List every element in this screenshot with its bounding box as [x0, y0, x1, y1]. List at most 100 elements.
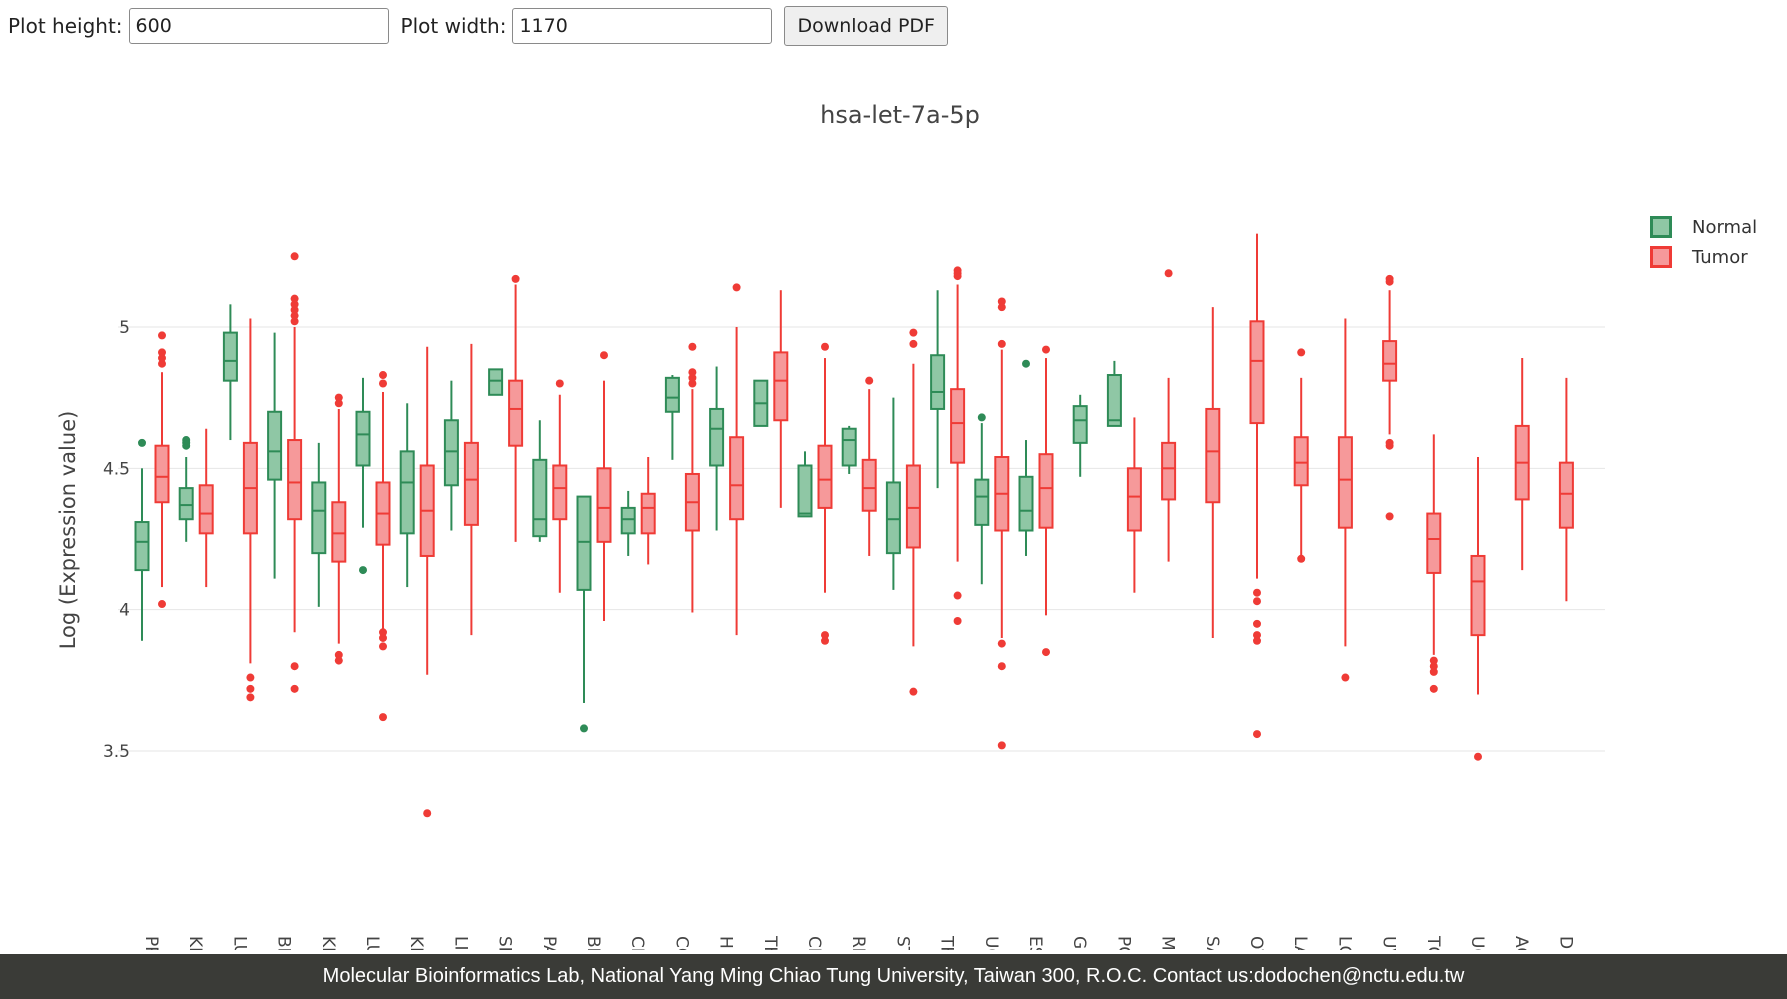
legend: Normal Tumor — [1650, 212, 1757, 272]
box-tumor-dlbc — [1558, 377, 1574, 602]
outlier-point — [688, 342, 697, 351]
box-tumor-chol — [640, 457, 656, 565]
outlier-point — [379, 371, 387, 380]
y-tick-label: 4.5 — [103, 459, 130, 479]
box-tumor-lihc — [463, 343, 479, 636]
box-iqr — [1126, 467, 1142, 532]
outlier-point — [1042, 648, 1050, 657]
box-normal-lusc — [355, 377, 371, 575]
box-iqr — [664, 376, 680, 413]
x-tick-label: PCPG — [1113, 936, 1133, 950]
outlier-point — [732, 283, 741, 292]
box-tumor-sarc — [1205, 307, 1221, 638]
legend-item-normal[interactable]: Normal — [1650, 212, 1757, 242]
x-tick-label: TGCT — [1423, 935, 1443, 950]
outlier-point — [997, 297, 1006, 306]
x-tick-label: BRCA — [274, 936, 294, 950]
x-tick-label: KIRC — [406, 936, 426, 950]
outlier-point — [953, 591, 962, 600]
outlier-point — [1429, 662, 1438, 671]
outlier-point — [1042, 345, 1050, 354]
box-tumor-laml — [1293, 348, 1309, 563]
box-tumor-hnsc — [729, 283, 745, 636]
box-normal-esca — [1018, 359, 1034, 556]
box-normal-coad — [664, 375, 680, 460]
box-tumor-ov — [1249, 233, 1265, 739]
outlier-point — [977, 413, 986, 422]
outlier-point — [290, 684, 299, 693]
box-iqr — [532, 458, 548, 538]
box-iqr — [488, 368, 504, 396]
outlier-point — [158, 348, 166, 357]
outlier-point — [1253, 636, 1261, 645]
outlier-point — [1429, 684, 1438, 693]
box-normal-pcpg — [1106, 360, 1122, 427]
box-iqr — [620, 506, 636, 535]
box-iqr — [311, 481, 327, 555]
x-tick-label: CESC — [804, 936, 824, 950]
box-iqr — [729, 436, 745, 521]
outlier-point — [1385, 512, 1394, 521]
outlier-point — [379, 642, 387, 651]
plot-height-input[interactable] — [128, 8, 389, 44]
y-ticks: 3.5 4 4.5 5 — [103, 318, 130, 762]
box-iqr — [817, 444, 833, 509]
box-tumor-paad — [552, 379, 568, 593]
box-tumor-kirp — [331, 393, 347, 665]
x-tick-label: ACC — [1511, 936, 1531, 950]
box-tumor-blca — [596, 351, 612, 621]
outlier-point — [1297, 554, 1306, 563]
outlier-point — [821, 342, 829, 351]
download-pdf-button[interactable]: Download PDF — [784, 6, 948, 46]
outlier-point — [334, 650, 343, 659]
box-tumor-esca — [1038, 345, 1054, 657]
box-tumor-stad — [905, 328, 921, 696]
box-tumor-brca — [287, 252, 303, 693]
outlier-point — [290, 305, 299, 314]
outlier-point — [290, 294, 299, 303]
outlier-point — [158, 331, 166, 340]
outlier-point — [290, 311, 299, 320]
box-normal-luad — [222, 304, 238, 441]
box-iqr — [950, 388, 966, 464]
box-tumor-lusc — [375, 371, 391, 722]
outlier-point — [1341, 673, 1350, 682]
box-iqr — [1337, 436, 1353, 529]
box-iqr — [1038, 453, 1054, 529]
x-tick-label: UCEC — [981, 936, 1001, 950]
legend-item-tumor[interactable]: Tumor — [1650, 242, 1757, 272]
box-tumor-kirc — [419, 346, 435, 818]
box-iqr — [640, 492, 656, 535]
box-tumor-read — [861, 376, 877, 556]
outlier-point — [158, 359, 166, 368]
outlier-point — [290, 662, 299, 671]
box-iqr — [861, 458, 877, 512]
box-iqr — [1470, 554, 1486, 637]
outlier-point — [246, 673, 255, 682]
outlier-point — [379, 713, 387, 722]
box-tumor-coad — [684, 342, 700, 613]
plot-width-input[interactable] — [512, 8, 773, 44]
y-tick-label: 5 — [119, 318, 130, 338]
box-normal-gbm — [1072, 394, 1088, 477]
plot-width-label: Plot width: — [400, 14, 507, 38]
legend-label-normal: Normal — [1692, 216, 1758, 238]
box-iqr — [154, 444, 170, 504]
box-iqr — [1205, 407, 1221, 504]
box-tumor-uvm — [1382, 274, 1398, 521]
x-tick-label: MESO — [1158, 936, 1178, 950]
box-iqr — [463, 441, 479, 526]
outlier-point — [1429, 667, 1438, 676]
outlier-point — [1022, 359, 1030, 368]
x-tick-label: GBM — [1069, 936, 1089, 950]
box-iqr — [443, 419, 459, 487]
x-tick-label: KICH — [185, 936, 205, 950]
outlier-point — [1253, 631, 1261, 640]
x-tick-label: DLBC — [1555, 936, 1575, 950]
x-tick-label: LIHC — [450, 936, 470, 950]
box-tumor-luad — [242, 318, 258, 702]
outlier-point — [379, 633, 387, 642]
legend-swatch-normal — [1650, 216, 1672, 238]
box-normal-blca — [576, 495, 592, 733]
box-iqr — [355, 410, 371, 467]
